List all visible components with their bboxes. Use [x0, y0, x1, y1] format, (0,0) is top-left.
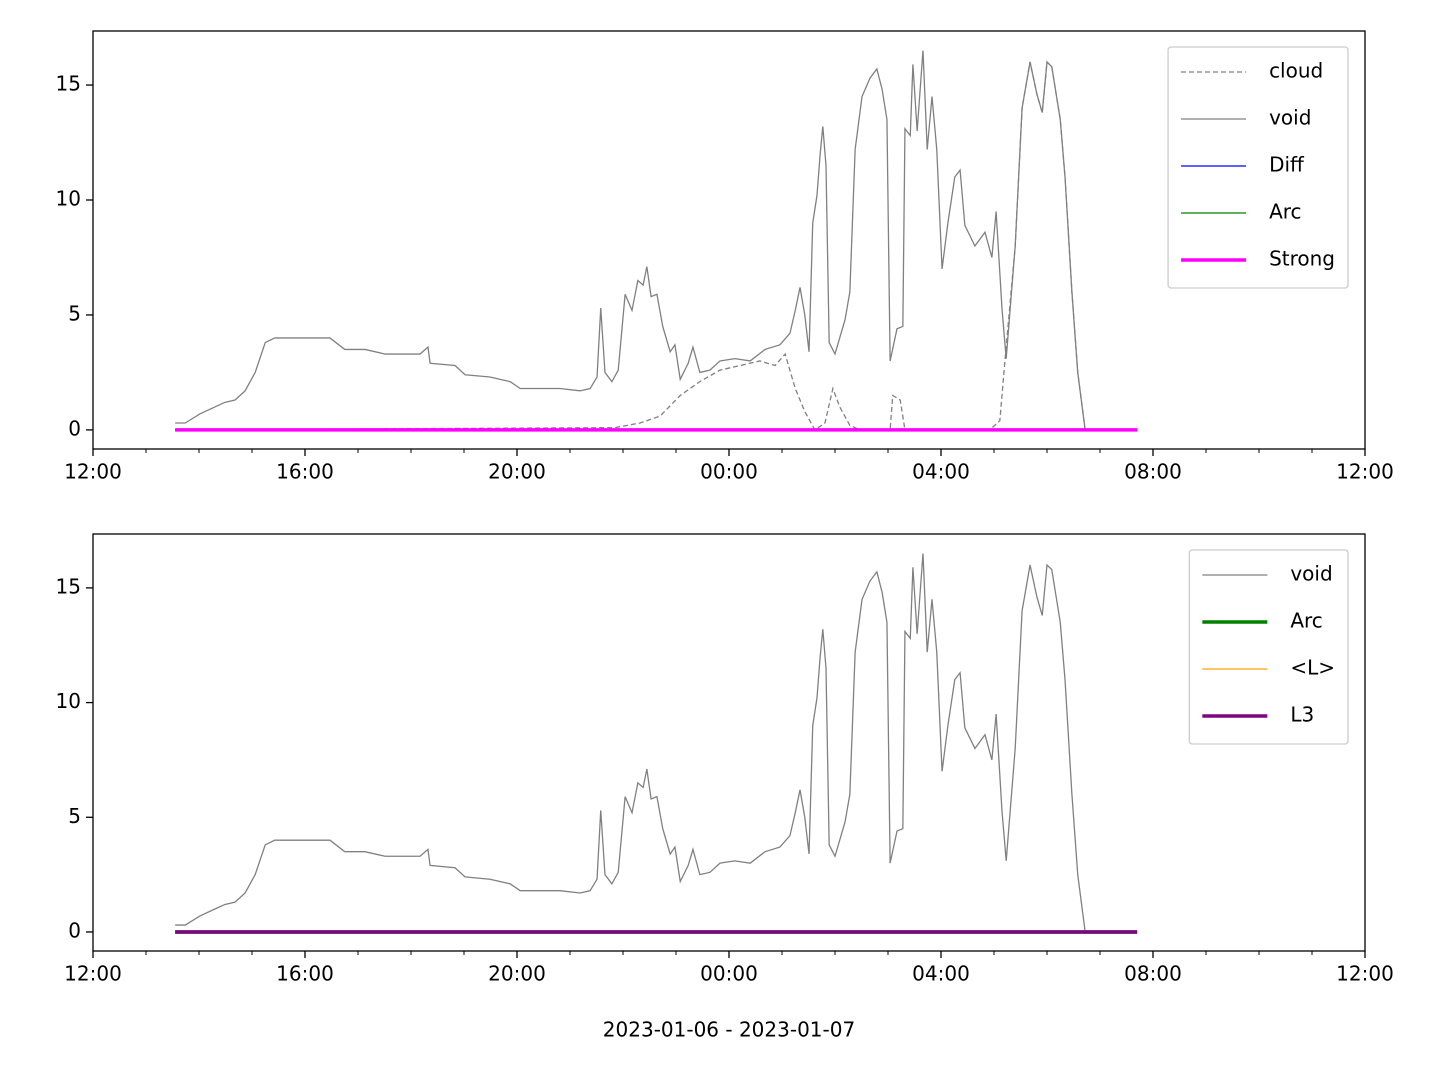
x-tick-label: 12:00 [64, 962, 122, 986]
legend-label: Diff [1269, 153, 1305, 177]
x-tick-label: 04:00 [912, 460, 970, 484]
legend-frame [1167, 46, 1349, 289]
data-line [175, 553, 1086, 933]
x-tick-label: 08:00 [1124, 962, 1182, 986]
legend-label: void [1290, 562, 1332, 586]
axes-frame [92, 533, 1366, 952]
legend-label: Arc [1269, 200, 1301, 224]
legend: void Arc <L> L3 [1188, 549, 1349, 745]
y-tick-label: 0 [68, 918, 81, 942]
x-axis-label: 2023-01-06 - 2023-01-07 [603, 1018, 855, 1042]
x-tick-label: 16:00 [276, 460, 334, 484]
legend-label: Strong [1269, 247, 1335, 271]
x-tick-label: 00:00 [700, 962, 758, 986]
legend-label: void [1269, 106, 1311, 130]
legend-label: Arc [1290, 609, 1322, 633]
data-line [175, 50, 1086, 431]
y-tick-label: 0 [68, 416, 81, 440]
legend-label: cloud [1269, 59, 1323, 83]
x-tick-label: 12:00 [1336, 962, 1394, 986]
y-tick-label: 15 [56, 574, 81, 598]
x-tick-label: 20:00 [488, 460, 546, 484]
legend-frame [1188, 549, 1349, 745]
x-tick-label: 12:00 [64, 460, 122, 484]
legend-label: <L> [1290, 656, 1335, 680]
y-tick-label: 10 [56, 689, 81, 713]
x-tick-label: 08:00 [1124, 460, 1182, 484]
x-tick-label: 20:00 [488, 962, 546, 986]
y-tick-label: 5 [68, 804, 81, 828]
x-tick-label: 16:00 [276, 962, 334, 986]
y-tick-label: 15 [56, 72, 81, 96]
x-tick-label: 04:00 [912, 962, 970, 986]
y-tick-label: 10 [56, 186, 81, 210]
legend-label: L3 [1290, 703, 1314, 727]
legend: cloud void Diff Arc Strong [1167, 46, 1349, 289]
y-tick-label: 5 [68, 301, 81, 325]
data-line [175, 60, 1086, 431]
x-tick-label: 12:00 [1336, 460, 1394, 484]
x-tick-label: 00:00 [700, 460, 758, 484]
